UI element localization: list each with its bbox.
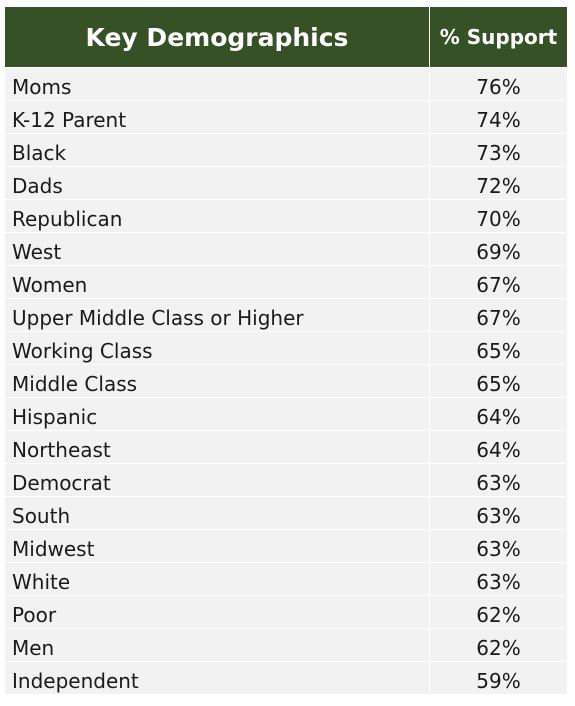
row-label: Men (5, 629, 429, 661)
table-row: West 69% (5, 233, 567, 265)
row-value: 65% (430, 365, 567, 397)
table-row: K-12 Parent 74% (5, 101, 567, 133)
table-row: Independent 59% (5, 662, 567, 694)
row-value: 76% (430, 68, 567, 100)
table-row: Midwest 63% (5, 530, 567, 562)
row-value: 73% (430, 134, 567, 166)
row-value: 62% (430, 629, 567, 661)
table-row: Republican 70% (5, 200, 567, 232)
row-label: Poor (5, 596, 429, 628)
row-value: 63% (430, 464, 567, 496)
row-label: Moms (5, 68, 429, 100)
table-row: Hispanic 64% (5, 398, 567, 430)
row-label: West (5, 233, 429, 265)
row-value: 64% (430, 398, 567, 430)
row-label: Black (5, 134, 429, 166)
table-row: Women 67% (5, 266, 567, 298)
row-label: Republican (5, 200, 429, 232)
row-label: Midwest (5, 530, 429, 562)
table-row: Middle Class 65% (5, 365, 567, 397)
row-label: Dads (5, 167, 429, 199)
table-row: South 63% (5, 497, 567, 529)
table-row: Dads 72% (5, 167, 567, 199)
table-row: Moms 76% (5, 68, 567, 100)
row-label: Democrat (5, 464, 429, 496)
table-row: Working Class 65% (5, 332, 567, 364)
row-label: White (5, 563, 429, 595)
row-label: Women (5, 266, 429, 298)
table-row: Democrat 63% (5, 464, 567, 496)
table-row: Upper Middle Class or Higher 67% (5, 299, 567, 331)
row-value: 65% (430, 332, 567, 364)
row-label: Independent (5, 662, 429, 694)
row-label: Middle Class (5, 365, 429, 397)
row-value: 67% (430, 299, 567, 331)
row-value: 67% (430, 266, 567, 298)
table-row: Poor 62% (5, 596, 567, 628)
row-value: 63% (430, 530, 567, 562)
row-value: 69% (430, 233, 567, 265)
row-label: K-12 Parent (5, 101, 429, 133)
demographics-table: Key Demographics % Support Moms 76% K-12 P… (5, 7, 567, 695)
row-label: Northeast (5, 431, 429, 463)
table-body: Moms 76% K-12 Parent 74% Black 73% Dads 72% Repu… (5, 68, 567, 694)
row-value: 63% (430, 497, 567, 529)
row-label: Working Class (5, 332, 429, 364)
row-value: 62% (430, 596, 567, 628)
row-value: 70% (430, 200, 567, 232)
row-label: Hispanic (5, 398, 429, 430)
table-row: White 63% (5, 563, 567, 595)
header-category: Key Demographics (5, 7, 430, 67)
table-row: Men 62% (5, 629, 567, 661)
row-value: 59% (430, 662, 567, 694)
row-value: 72% (430, 167, 567, 199)
table-header: Key Demographics % Support (5, 7, 567, 67)
table-row: Black 73% (5, 134, 567, 166)
header-value: % Support (439, 25, 558, 49)
row-value: 74% (430, 101, 567, 133)
row-value: 63% (430, 563, 567, 595)
row-label: South (5, 497, 429, 529)
row-value: 64% (430, 431, 567, 463)
table-row: Northeast 64% (5, 431, 567, 463)
row-label: Upper Middle Class or Higher (5, 299, 429, 331)
